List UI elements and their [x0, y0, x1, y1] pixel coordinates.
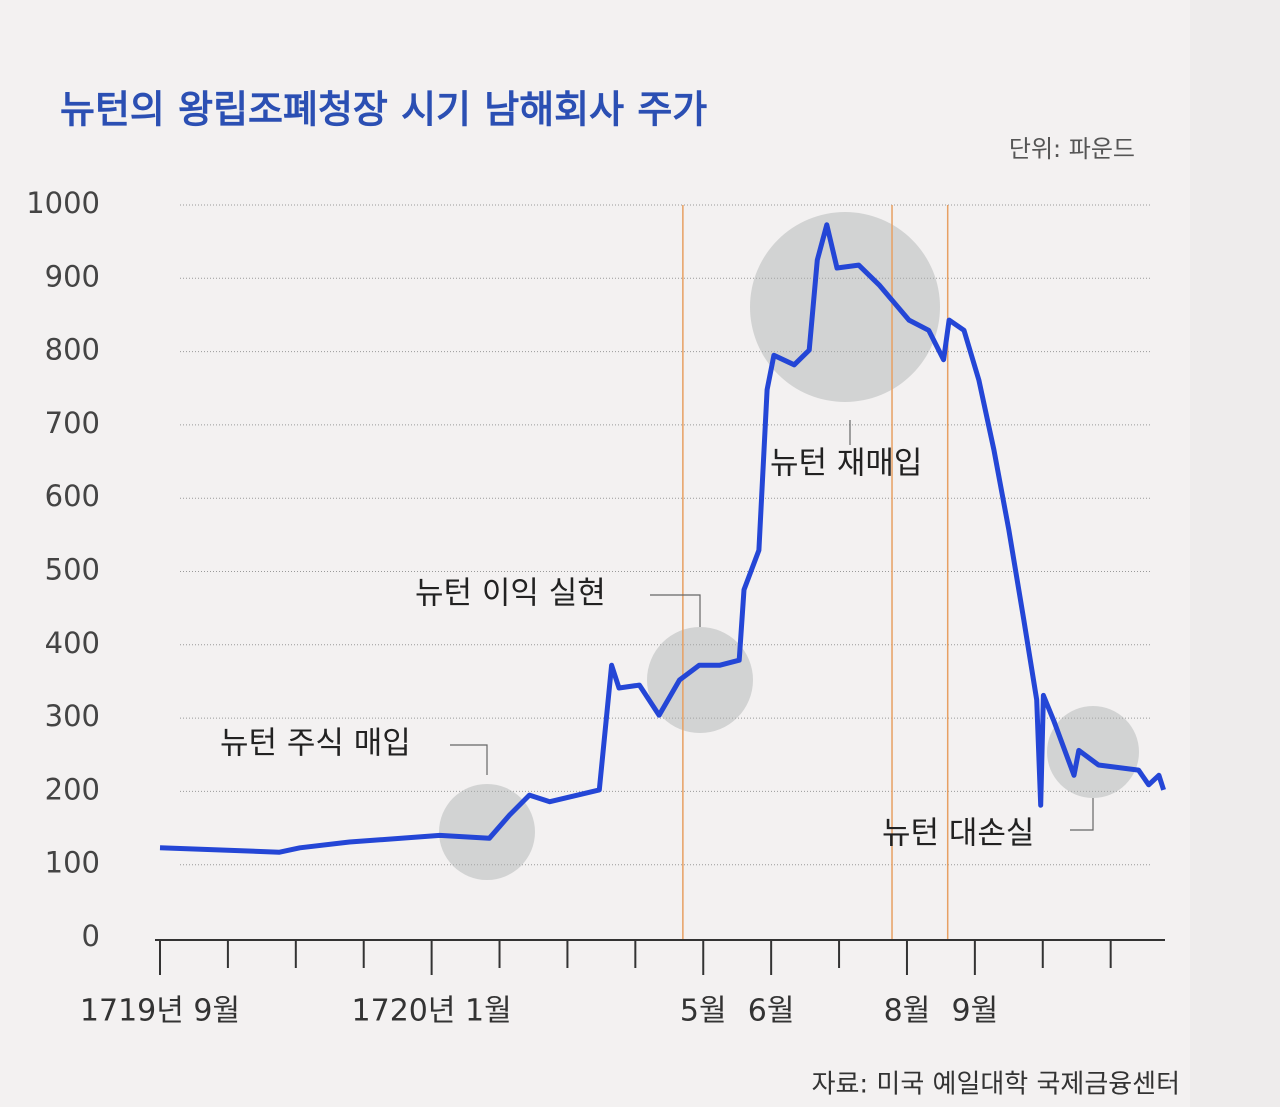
source-note: 자료: 미국 예일대학 국제금융센터: [812, 1070, 1180, 1100]
x-tick-label: 5월: [680, 994, 727, 1029]
annotation: 뉴턴 재매입: [770, 446, 922, 482]
annotation-leader: [1070, 798, 1094, 831]
y-tick-label: 600: [45, 479, 100, 513]
x-tick-label: 6월: [748, 994, 795, 1029]
annotation: 뉴턴 대손실: [882, 816, 1034, 852]
chart-title: 뉴턴의 왕립조폐청장 시기 남해회사 주가: [60, 88, 707, 132]
highlight-circle: [750, 212, 940, 402]
highlight-circle: [439, 784, 535, 880]
price-line: [159, 222, 1166, 855]
y-tick-label: 300: [45, 699, 100, 733]
x-tick-label: 9월: [952, 994, 999, 1029]
y-tick-label: 400: [45, 626, 100, 660]
x-tick-label: 1720년 1월: [352, 994, 512, 1029]
unit-label: 단위: 파운드: [1009, 135, 1135, 163]
y-tick-label: 800: [45, 333, 100, 367]
y-tick-label: 1000: [26, 186, 100, 220]
highlight-circle: [647, 627, 753, 733]
annotation: 뉴턴 이익 실현: [415, 576, 606, 612]
x-tick-label: 1719년 9월: [80, 994, 240, 1029]
y-tick-label: 0: [82, 919, 100, 953]
x-tick-label: 8월: [884, 994, 931, 1029]
y-tick-label: 700: [45, 406, 100, 440]
y-tick-label: 100: [45, 846, 100, 880]
y-tick-label: 500: [45, 553, 100, 587]
y-tick-label: 200: [45, 772, 100, 806]
highlight-circle: [1047, 706, 1139, 798]
y-tick-label: 900: [45, 259, 100, 293]
annotation: 뉴턴 주식 매입: [220, 726, 411, 762]
page-paper: [0, 0, 1190, 1107]
annotation-leader: [450, 744, 488, 775]
annotation-leader: [650, 594, 701, 627]
